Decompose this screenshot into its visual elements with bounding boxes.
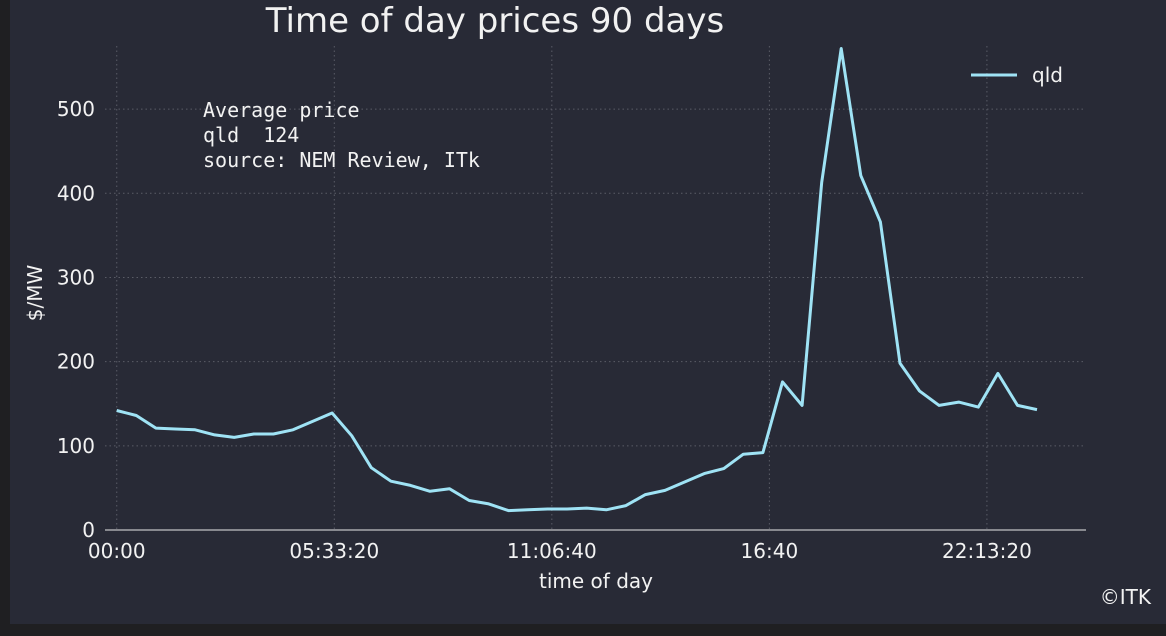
- annotation-line-3: source: NEM Review, ITk: [203, 148, 480, 172]
- y-tick-label: 200: [57, 350, 95, 374]
- x-tick-label: 22:13:20: [942, 539, 1032, 563]
- legend: qld: [971, 63, 1063, 87]
- chart-figure: 0 100 200 300 400 500 00:00 05:33:20 11:06:40 16:…: [10, 0, 1166, 624]
- x-tick-label: 05:33:20: [289, 539, 379, 563]
- price-line-chart: 0 100 200 300 400 500 00:00 05:33:20 11:06:40 16:…: [23, 1, 1152, 609]
- x-tick-label: 11:06:40: [507, 539, 597, 563]
- legend-label-qld: qld: [1032, 63, 1063, 87]
- y-tick-label: 300: [57, 265, 95, 289]
- series: [116, 47, 1038, 513]
- y-tick-label: 100: [57, 434, 95, 458]
- y-tick-label: 500: [57, 97, 95, 121]
- x-tick-label: 16:40: [741, 539, 799, 563]
- y-axis-label: $/MW: [23, 265, 47, 322]
- copyright-text: ©ITK: [1100, 585, 1152, 609]
- y-tick-label: 400: [57, 181, 95, 205]
- y-tick-label: 0: [82, 518, 95, 542]
- chart-title: Time of day prices 90 days: [265, 1, 724, 41]
- x-axis-label: time of day: [539, 569, 653, 593]
- annotation-line-2: qld 124: [203, 123, 299, 147]
- x-tick-label: 00:00: [88, 539, 146, 563]
- series-line-qld: [116, 47, 1038, 513]
- axes: 0 100 200 300 400 500 00:00 05:33:20 11:06:40 16:…: [57, 97, 1086, 563]
- grid: [105, 46, 1086, 530]
- annotation-line-1: Average price: [203, 98, 360, 122]
